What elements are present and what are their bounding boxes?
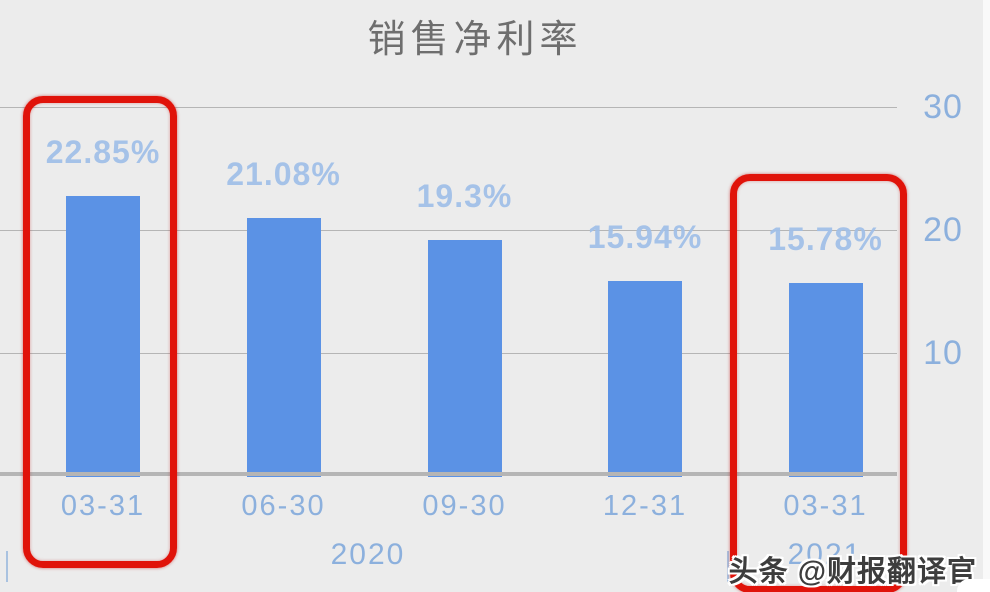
- bar-group-2020-12-31: 15.94% 12-31: [555, 0, 735, 592]
- watermark: 头条 @财报翻译官: [728, 556, 977, 588]
- y-tick-label-10: 10: [923, 334, 963, 372]
- bar-value-label: 19.3%: [416, 177, 513, 214]
- x-tick-label: 03-31: [783, 490, 868, 522]
- y-tick-label-20: 20: [923, 211, 963, 249]
- x-tick-label: 09-30: [422, 490, 507, 522]
- bar: [66, 195, 140, 477]
- bar-group-2020-06-30: 21.08% 06-30: [194, 0, 374, 592]
- red-highlight-box-first-bar: [23, 96, 177, 568]
- bar-value-label: 15.94%: [587, 218, 703, 255]
- year-axis-separator: [6, 551, 8, 582]
- gridline-20: [0, 230, 897, 231]
- x-tick-label: 12-31: [602, 490, 688, 522]
- bar-value-label: 15.78%: [768, 220, 883, 257]
- year-label-2020: 2020: [330, 538, 406, 571]
- bar-value-label: 21.08%: [226, 155, 341, 192]
- bar: [427, 239, 502, 477]
- y-tick-label-30: 30: [923, 88, 963, 126]
- bar-group-2020-03-31: 22.85% 03-31: [13, 0, 193, 592]
- year-label-2021: 2021: [787, 538, 863, 571]
- gridline-30: [0, 107, 897, 108]
- bar: [608, 280, 682, 477]
- corner-pill: [957, 579, 990, 592]
- x-tick-label: 03-31: [60, 490, 146, 522]
- chart-title: 销售净利率: [367, 19, 583, 61]
- bar-group-2020-09-30: 19.3% 09-30: [375, 0, 555, 592]
- bar: [788, 282, 863, 477]
- year-axis-separator: [727, 551, 729, 582]
- x-axis-line: [0, 472, 897, 476]
- bar: [246, 217, 321, 477]
- bar-group-2021-03-31: 15.78% 03-31: [736, 0, 916, 592]
- x-tick-label: 06-30: [241, 490, 326, 522]
- red-highlight-box-last-bar: [730, 174, 907, 592]
- bar-value-label: 22.85%: [45, 133, 161, 170]
- right-edge-strip: [983, 0, 990, 592]
